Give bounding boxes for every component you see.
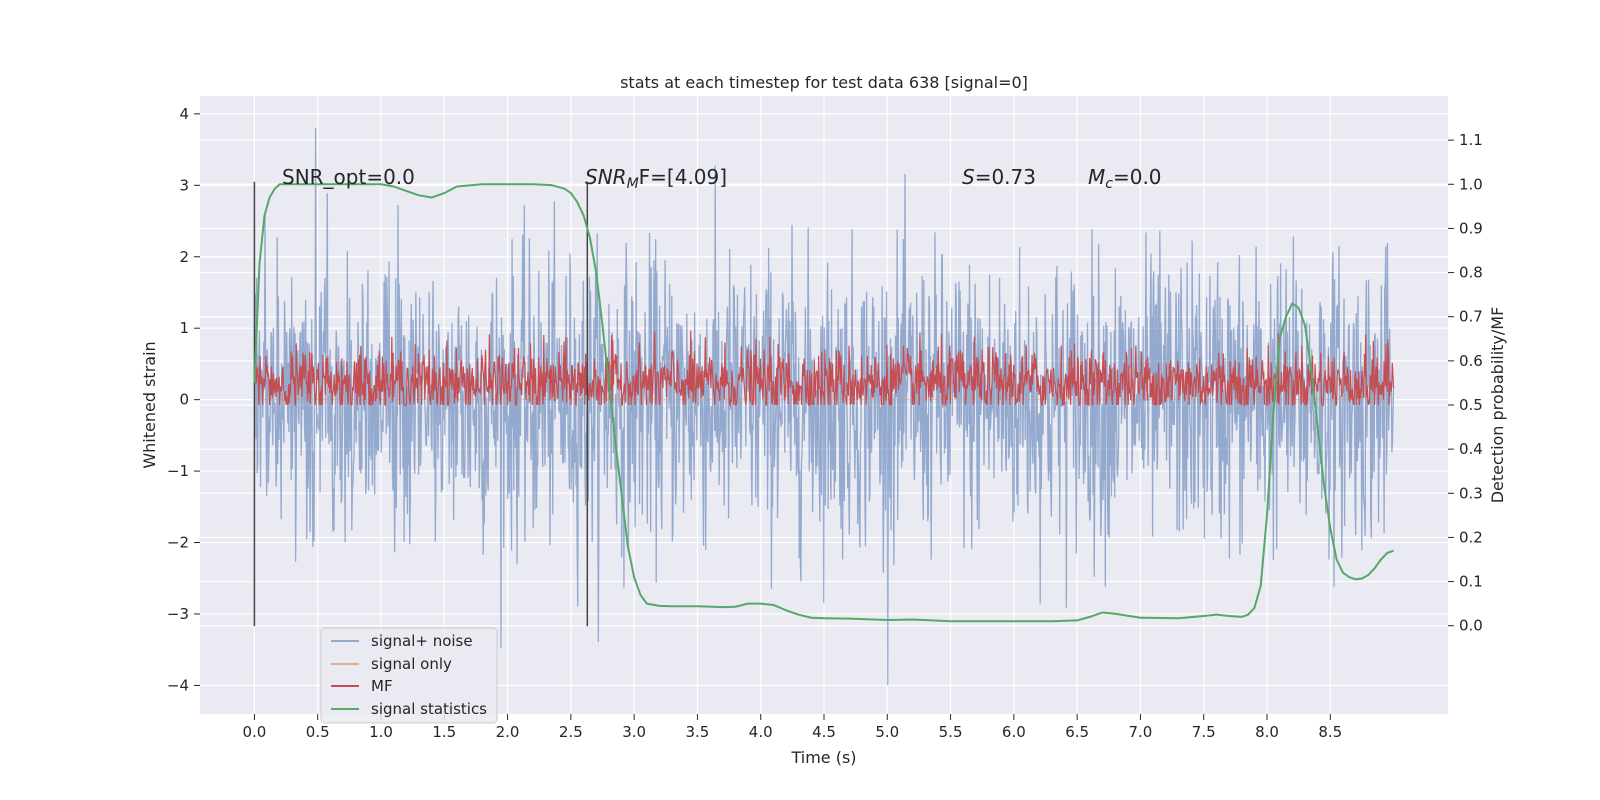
legend-label-signal-noise: signal+ noise: [371, 632, 473, 650]
y2-tick-label-1: 1.0: [1459, 175, 1483, 193]
annotation-mc: Mc=0.0: [1088, 165, 1162, 192]
y-tick-label-7: −3: [167, 605, 189, 623]
x-tick-label-16: 8.0: [1255, 723, 1279, 741]
y2-tick-label-4: 0.7: [1459, 308, 1483, 326]
y2-tick-label-7: 0.4: [1459, 440, 1483, 458]
y-tick-label-5: −1: [167, 462, 189, 480]
x-tick-label-0: 0.0: [242, 723, 266, 741]
y2-tick-label-6: 0.5: [1459, 396, 1483, 414]
annotation-mc-subscript: c: [1105, 176, 1113, 192]
axes: 0.0 0.5 1.0 1.5 2.0 2.5 3.0 3.5 4.0 4.5 5.0 5.5 6.0 6…: [167, 105, 1483, 741]
legend-label-mf: MF: [371, 677, 393, 695]
annotation-snr-mf-subscript: M: [627, 176, 639, 192]
y-tick-label-1: 3: [179, 176, 189, 194]
y2-tick-label-11: 0.0: [1459, 617, 1483, 635]
x-tick-label-11: 5.5: [939, 723, 963, 741]
data-layer: [253, 128, 1395, 686]
annotation-snr-opt: SNR_opt=0.0: [282, 165, 415, 189]
y2-tick-label-2: 0.9: [1459, 219, 1483, 237]
legend-label-signal-statistics: signal statistics: [371, 700, 487, 718]
x-tick-label-12: 6.0: [1002, 723, 1026, 741]
x-tick-label-9: 4.5: [812, 723, 836, 741]
y2-tick-label-0: 1.1: [1459, 131, 1483, 149]
y-tick-label-4: 0: [179, 391, 189, 409]
x-tick-label-14: 7.0: [1129, 723, 1153, 741]
x-tick-label-5: 2.5: [559, 723, 583, 741]
y2-axis-label: Detection probability/MF: [1488, 307, 1507, 504]
annotation-s-symbol: S: [962, 165, 975, 189]
x-tick-label-17: 8.5: [1318, 723, 1342, 741]
annotation-snr-mf-value: F=[4.09]: [639, 165, 727, 189]
y-tick-label-8: −4: [167, 676, 189, 694]
legend-box: [320, 627, 498, 724]
y-tick-label-0: 4: [179, 105, 189, 123]
y2-tick-label-3: 0.8: [1459, 264, 1483, 282]
annotation-mc-symbol: M: [1088, 165, 1105, 189]
y-tick-label-2: 2: [179, 248, 189, 266]
series-signal-noise-line: [253, 128, 1395, 686]
y-tick-label-6: −2: [167, 534, 189, 552]
x-tick-label-2: 1.0: [369, 723, 393, 741]
legend: signal+ noise signal only MF signal stat…: [320, 627, 498, 724]
annotation-snr-mf: SNRMF=[4.09]: [585, 165, 727, 192]
x-tick-label-7: 3.5: [685, 723, 709, 741]
x-tick-label-3: 1.5: [432, 723, 456, 741]
y2-tick-label-8: 0.3: [1459, 484, 1483, 502]
y2-tick-label-10: 0.1: [1459, 573, 1483, 591]
x-axis-label: Time (s): [790, 748, 856, 767]
x-tick-label-15: 7.5: [1192, 723, 1216, 741]
x-tick-label-6: 3.0: [622, 723, 646, 741]
series-signal-statistics-line: [253, 183, 1394, 623]
x-tick-label-13: 6.5: [1065, 723, 1089, 741]
x-tick-label-10: 5.0: [875, 723, 899, 741]
annotation-s-value: =0.73: [975, 165, 1036, 189]
chart-title: stats at each timestep for test data 638…: [620, 73, 1028, 92]
annotation-snr-mf-symbol: SNR: [585, 165, 627, 189]
x-tick-label-1: 0.5: [306, 723, 330, 741]
y-tick-label-3: 1: [179, 319, 189, 337]
annotation-s: S=0.73: [962, 165, 1036, 189]
series-mf-line: [253, 330, 1395, 408]
x-tick-label-8: 4.0: [749, 723, 773, 741]
annotation-mc-value: =0.0: [1113, 165, 1162, 189]
legend-label-signal-only: signal only: [371, 655, 452, 673]
y2-tick-label-5: 0.6: [1459, 352, 1483, 370]
y-axis-label: Whitened strain: [140, 341, 159, 468]
y2-tick-label-9: 0.2: [1459, 528, 1483, 546]
x-tick-label-4: 2.0: [496, 723, 520, 741]
